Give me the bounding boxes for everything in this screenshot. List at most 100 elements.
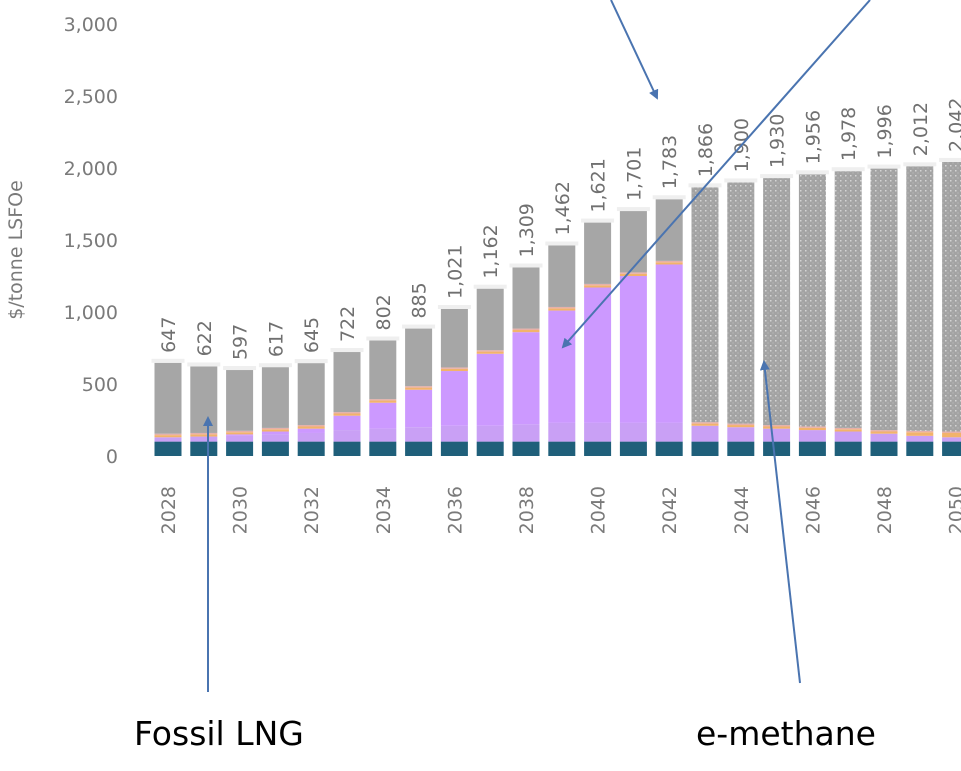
total-label: 1,783 [659, 135, 681, 189]
bar-segment-grey [405, 328, 433, 387]
bar-segment [798, 427, 826, 431]
bar-segment [942, 432, 961, 438]
bar-segment [619, 272, 647, 274]
bar-segment [619, 273, 647, 276]
total-label: 802 [373, 294, 395, 330]
x-tick-label: 2046 [802, 486, 824, 534]
total-label: 1,621 [588, 158, 610, 212]
bar-segment [942, 431, 961, 433]
bar-segment [655, 262, 683, 265]
bar-segment-grey [333, 352, 361, 413]
y-tick-label: 1,500 [64, 230, 118, 252]
bar-segment [333, 430, 361, 442]
y-tick-label: 0 [106, 446, 118, 468]
y-axis: 0 500 1,000 1,500 2,000 2,500 3,000 $/tonne LSF… [5, 14, 118, 468]
bar-segment-grey [906, 166, 934, 431]
bar-cap [330, 348, 364, 353]
y-tick-label: 1,000 [64, 302, 118, 324]
bar-cap [366, 336, 400, 341]
bar-cap [903, 162, 937, 167]
bar-segment [548, 308, 576, 311]
bar-segment [297, 441, 325, 456]
bar-segment-grey [261, 367, 289, 428]
bar-segment-grey [691, 187, 719, 423]
bar-segment [369, 402, 397, 429]
bar-segment [405, 387, 433, 390]
bar-segment [619, 441, 647, 456]
bar-segment [691, 422, 719, 424]
total-label: 1,701 [623, 147, 645, 201]
bar-segment [154, 437, 182, 442]
bar-segment [548, 441, 576, 456]
bar-segment [476, 441, 504, 456]
bar-segment [906, 435, 934, 442]
bar-segment [369, 428, 397, 442]
total-label: 622 [194, 320, 216, 356]
total-label: 645 [301, 317, 323, 353]
x-tick-label: 2038 [516, 486, 538, 534]
bar-segment [226, 434, 254, 436]
bar-cap [939, 157, 961, 162]
bar-segment [691, 425, 719, 442]
total-label: 1,462 [552, 181, 574, 235]
bar-segment-grey [369, 340, 397, 400]
bar-cap [151, 358, 185, 363]
bar-segment [333, 415, 361, 431]
bar-segment [942, 437, 961, 442]
x-tick-label: 2044 [731, 486, 753, 534]
bar-segment [476, 353, 504, 426]
x-tick-label: 2032 [301, 486, 323, 534]
bar-segment [226, 441, 254, 456]
bar-segment [261, 429, 289, 432]
bar-segment [440, 367, 468, 369]
x-tick-label: 2048 [874, 486, 896, 534]
total-label: 1,309 [516, 203, 538, 257]
total-label: 885 [409, 282, 431, 318]
total-label: 1,930 [767, 114, 789, 168]
bar-cap [223, 366, 257, 371]
x-axis: 2028 2030 2032 2034 2036 2038 2040 2042 2044 2046… [158, 486, 961, 534]
bar-segment [297, 428, 325, 433]
bar-segment [727, 441, 755, 456]
bar-segment [691, 423, 719, 426]
bar-segment [512, 328, 540, 330]
bar-segment [440, 425, 468, 442]
bar-segment [190, 441, 218, 456]
bar-segment-grey [798, 174, 826, 427]
bar-cap [509, 263, 543, 268]
bar-segment-grey [727, 182, 755, 424]
bar-segment [190, 434, 218, 437]
bar-segment-grey [870, 168, 898, 431]
bar-segment [405, 441, 433, 456]
bar-segment [440, 441, 468, 456]
bar-segment [798, 426, 826, 428]
total-label: 647 [158, 317, 180, 353]
bar-segment [763, 425, 791, 427]
bar-cap [831, 167, 865, 172]
bar-segment-grey [763, 178, 791, 426]
arrow-to-e-methane [759, 360, 801, 684]
bar-segment [333, 412, 361, 414]
bar-segment [584, 422, 612, 442]
total-labels: 647 622 597 617 645 722 802 885 1,021 1,162 1,309 1… [158, 98, 961, 360]
bar-segment [942, 441, 961, 456]
bar-segment [798, 441, 826, 456]
bar-segment [906, 441, 934, 456]
bar-cap [473, 284, 507, 289]
bar-segment [261, 441, 289, 456]
bar-segment [870, 441, 898, 456]
bar-segment [870, 433, 898, 442]
bar-segment [476, 350, 504, 352]
bar-segment [405, 427, 433, 442]
y-axis-label: $/tonne LSFOe [5, 180, 27, 320]
bar-segment [440, 371, 468, 426]
bar-segment [226, 432, 254, 435]
bars [151, 157, 961, 456]
bar-segment [548, 306, 576, 309]
bar-segment [727, 423, 755, 426]
bar-segment [584, 287, 612, 423]
bar-segment [154, 433, 182, 436]
bar-segment [906, 430, 934, 433]
total-label: 2,012 [910, 102, 932, 156]
